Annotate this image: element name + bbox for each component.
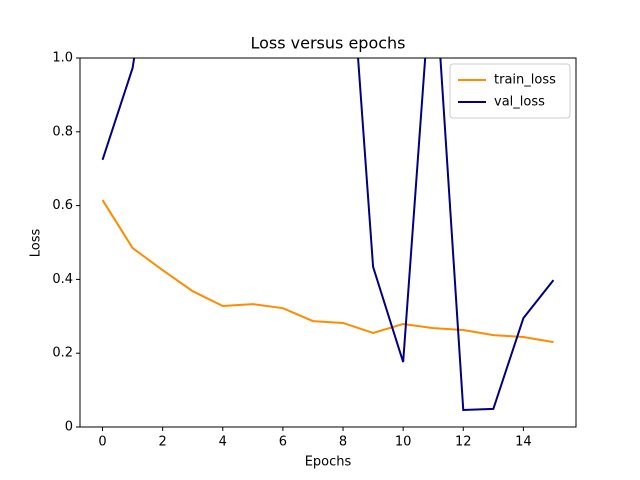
- axes-frame: [79, 57, 577, 428]
- y-tick-label: 0: [65, 420, 73, 435]
- x-tick-label: 4: [219, 435, 227, 450]
- x-tick-label: 2: [159, 435, 167, 450]
- line-series: [101, 58, 555, 412]
- x-tick-label: 12: [455, 435, 472, 450]
- x-tick-label: 14: [515, 435, 532, 450]
- x-tick-label: 10: [395, 435, 412, 450]
- plot-area: [101, 58, 555, 412]
- y-tick-label: 0.4: [52, 272, 73, 287]
- y-tick-label: 0.2: [52, 346, 73, 361]
- line-series: [101, 199, 554, 344]
- legend-box: [449, 63, 571, 119]
- x-tick-label: 6: [279, 435, 287, 450]
- y-tick-label: 0.8: [52, 124, 73, 139]
- y-axis-label: Loss: [29, 229, 44, 258]
- x-axis-label: Epochs: [305, 455, 352, 470]
- x-tick-label: 0: [98, 435, 106, 450]
- chart-title: Loss versus epochs: [250, 34, 405, 53]
- y-tick-label: 0.6: [52, 198, 73, 213]
- legend-label: train_loss: [494, 73, 556, 88]
- y-tick-label: 1.0: [52, 51, 73, 66]
- legend-label: val_loss: [494, 95, 545, 110]
- x-tick-label: 8: [339, 435, 347, 450]
